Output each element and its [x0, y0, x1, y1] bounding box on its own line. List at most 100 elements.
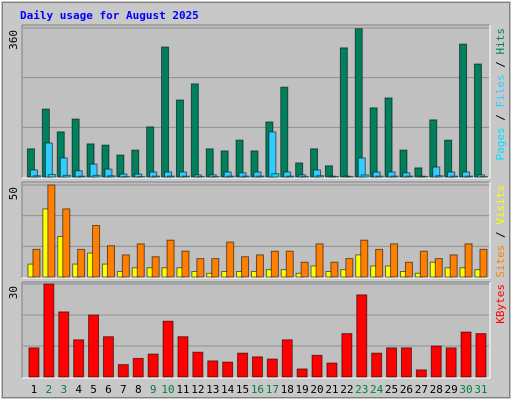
x-tick-label: 9 [150, 383, 157, 396]
bar [281, 339, 293, 378]
x-tick-label: 8 [135, 383, 142, 396]
bar [73, 339, 85, 378]
x-tick-label: 24 [370, 383, 384, 396]
bar [286, 175, 295, 178]
bar [190, 83, 199, 178]
bar [296, 368, 308, 378]
bar [146, 126, 155, 178]
bar [161, 46, 170, 178]
x-tick-label: 3 [60, 383, 67, 396]
legend-entry: Visits [494, 185, 507, 225]
bar [311, 354, 323, 378]
bar [47, 174, 56, 178]
x-tick-label: 25 [385, 383, 398, 396]
x-tick-label: 20 [310, 383, 323, 396]
bar [88, 314, 100, 378]
bar [241, 256, 250, 278]
x-tick-label: 26 [400, 383, 413, 396]
bar [430, 345, 442, 378]
bar [360, 174, 369, 178]
bar [32, 175, 41, 178]
x-tick-label: 31 [474, 383, 487, 396]
bar [357, 157, 366, 178]
bar [280, 86, 289, 178]
x-tick-label: 1 [31, 383, 38, 396]
bar [390, 243, 399, 278]
legend-separator: / [494, 225, 507, 245]
bar [445, 347, 457, 378]
bar [434, 258, 443, 278]
bar [386, 347, 398, 378]
bar [404, 261, 413, 278]
bar [460, 331, 472, 378]
bar [237, 352, 249, 378]
x-tick-label: 29 [445, 383, 458, 396]
x-tick-label: 2 [46, 383, 53, 396]
bar [369, 107, 378, 178]
bar [62, 174, 71, 178]
bar [450, 175, 459, 178]
bar [196, 258, 205, 278]
bar [449, 254, 458, 278]
legend-entry: Sites [494, 245, 507, 278]
legend-separator: / [494, 108, 507, 128]
bar [473, 63, 482, 178]
chart-title: Daily usage for August 2025 [20, 9, 199, 22]
legend: KBytes [494, 284, 507, 324]
bar [211, 258, 220, 278]
x-tick-label: 10 [161, 383, 174, 396]
bar [181, 175, 190, 178]
bar [270, 250, 279, 278]
bar [107, 175, 116, 178]
bar [58, 311, 70, 378]
bar [226, 241, 235, 278]
bar [136, 243, 145, 278]
bar [241, 175, 250, 178]
bar [43, 283, 55, 378]
bar [414, 167, 423, 178]
x-tick-label: 21 [325, 383, 338, 396]
x-tick-label: 19 [296, 383, 309, 396]
bar [400, 347, 412, 378]
bar [132, 357, 144, 378]
bar [271, 173, 280, 178]
bar [181, 250, 190, 278]
bar [375, 248, 384, 278]
bar [175, 99, 184, 178]
bar [371, 352, 383, 378]
bar [345, 258, 354, 278]
bar [285, 250, 294, 278]
bar [384, 97, 393, 178]
bar [256, 175, 265, 178]
x-tick-label: 11 [176, 383, 189, 396]
bar [390, 175, 399, 178]
legend-entry: Files [494, 74, 507, 107]
x-tick-label: 5 [90, 383, 97, 396]
bar [339, 47, 348, 178]
bar [92, 224, 101, 278]
x-tick-label: 13 [206, 383, 219, 396]
x-tick-label: 23 [355, 383, 368, 396]
legend: Pages / Files / Hits [494, 28, 507, 161]
bar [102, 336, 114, 378]
bar [166, 239, 175, 278]
bar [356, 294, 368, 378]
bar [419, 250, 428, 278]
bar [300, 261, 309, 278]
bar [152, 175, 161, 178]
bar [326, 362, 338, 378]
bar [255, 254, 264, 278]
bar [251, 356, 263, 378]
x-tick-label: 4 [75, 383, 82, 396]
bar [315, 243, 324, 278]
bar [459, 43, 468, 178]
x-tick-label: 27 [415, 383, 428, 396]
x-tick-label: 16 [251, 383, 264, 396]
x-tick-label: 28 [430, 383, 443, 396]
bar [330, 261, 339, 278]
bar [205, 148, 214, 178]
bar [435, 175, 444, 178]
